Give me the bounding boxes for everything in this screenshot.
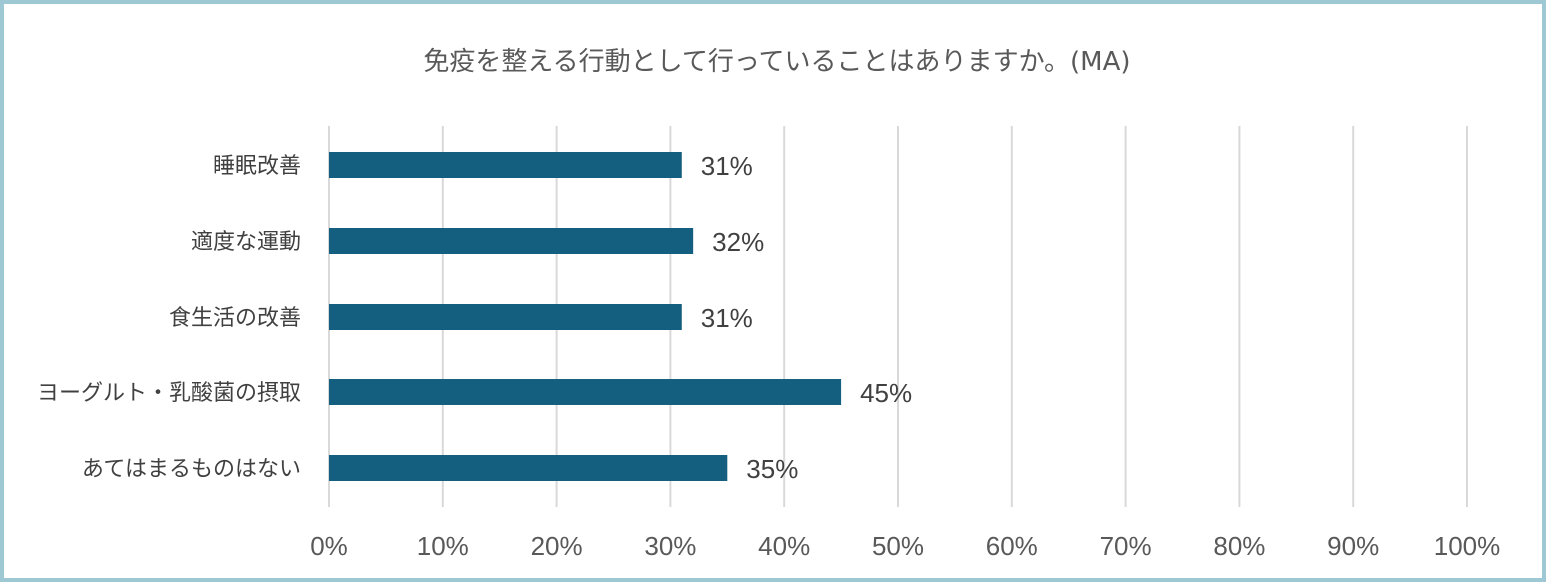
bar <box>329 455 728 481</box>
x-tick-label: 100% <box>1434 531 1501 561</box>
x-tick-label: 40% <box>758 531 810 561</box>
gridlines <box>328 126 1468 507</box>
bar-chart: 免疫を整える行動として行っていることはありますか。(MA) 睡眠改善適度な運動食… <box>37 47 1500 561</box>
data-label: 31% <box>701 151 753 181</box>
bar <box>329 304 682 330</box>
x-tick-label: 70% <box>1100 531 1152 561</box>
data-label: 45% <box>860 378 912 408</box>
bars <box>329 152 842 481</box>
category-label: 食生活の改善 <box>169 306 301 331</box>
bar <box>329 152 682 178</box>
category-label: ヨーグルト・乳酸菌の摂取 <box>37 381 301 406</box>
bar <box>329 379 842 405</box>
x-tick-label: 50% <box>872 531 924 561</box>
x-axis-tick-labels: 0% 10% 20% 30% 40% 50% 60% 70% 80% 90% 100% <box>310 531 1500 561</box>
category-label: あてはまるものはない <box>82 457 301 482</box>
value-labels: 31% 32% 31% 45% 35% <box>701 151 912 484</box>
category-label: 適度な運動 <box>191 230 301 255</box>
chart-title: 免疫を整える行動として行っていることはありますか。(MA) <box>423 47 1130 77</box>
bar <box>329 228 694 254</box>
x-tick-label: 30% <box>644 531 696 561</box>
x-tick-label: 90% <box>1327 531 1379 561</box>
data-label: 32% <box>712 227 764 257</box>
data-label: 35% <box>746 454 798 484</box>
x-tick-label: 0% <box>310 531 348 561</box>
x-tick-label: 60% <box>986 531 1038 561</box>
data-label: 31% <box>701 303 753 333</box>
x-tick-label: 20% <box>531 531 583 561</box>
x-tick-label: 10% <box>417 531 469 561</box>
category-label: 睡眠改善 <box>213 154 301 179</box>
x-tick-label: 80% <box>1213 531 1265 561</box>
